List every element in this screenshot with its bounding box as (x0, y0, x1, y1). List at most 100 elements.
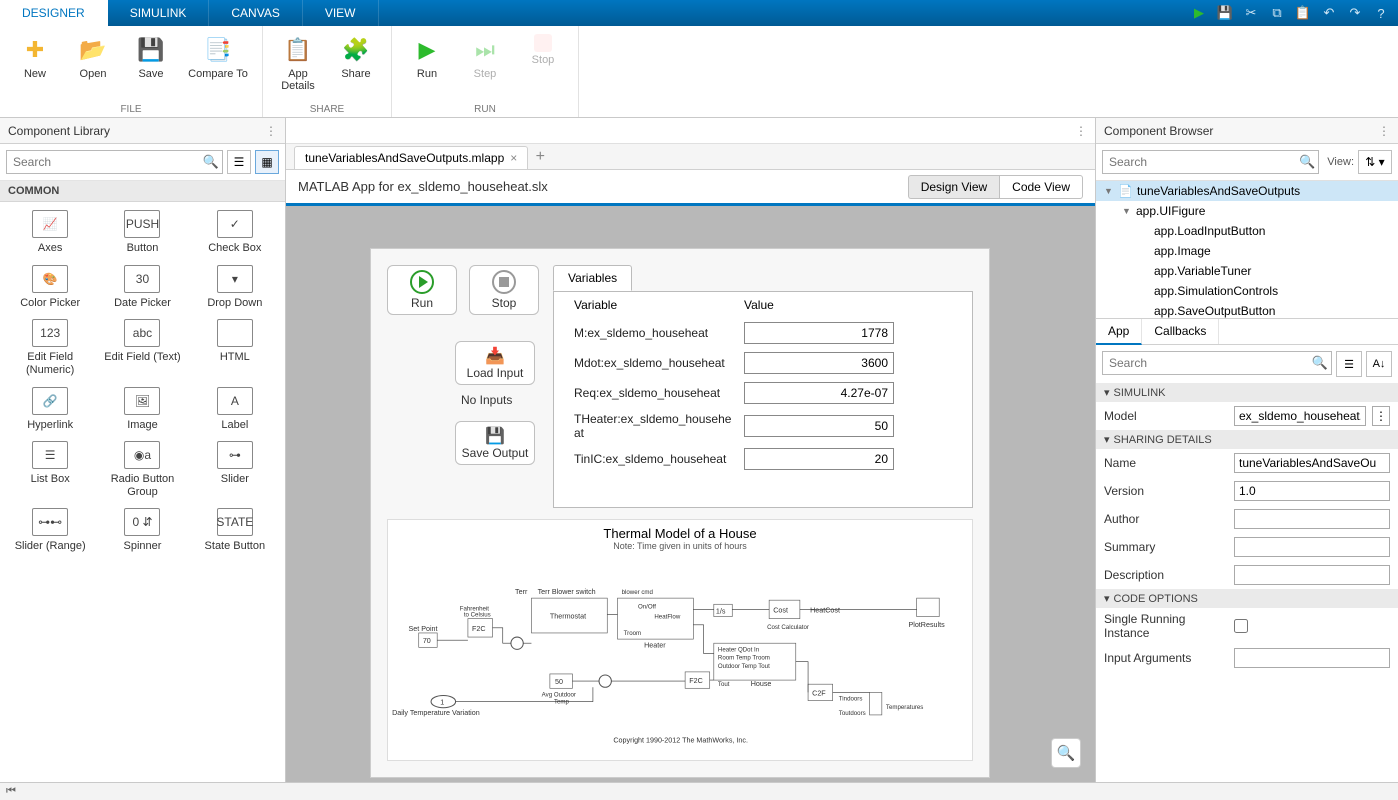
component-edit-field-numeric-[interactable]: 123Edit Field (Numeric) (4, 319, 96, 376)
open-button[interactable]: 📂Open (66, 32, 120, 82)
grid-view-toggle[interactable]: ▦ (255, 150, 279, 174)
description-field[interactable] (1234, 565, 1390, 585)
component-search[interactable]: 🔍 (6, 150, 223, 174)
app-details-button[interactable]: 📋App Details (271, 32, 325, 94)
author-field[interactable] (1234, 509, 1390, 529)
tree-item[interactable]: app.LoadInputButton (1096, 221, 1398, 241)
panel-menu-icon[interactable]: ⋮ (265, 124, 277, 138)
component-slider-range-[interactable]: ⊶⊷Slider (Range) (4, 508, 96, 553)
callbacks-tab[interactable]: Callbacks (1142, 319, 1219, 344)
app-run-button[interactable]: Run (387, 265, 457, 315)
component-radio-button-group[interactable]: ◉aRadio Button Group (96, 441, 188, 498)
browser-search[interactable]: 🔍 (1102, 150, 1319, 174)
copy-icon[interactable]: ⧉ (1268, 4, 1286, 22)
compare-button[interactable]: 📑Compare To (182, 32, 254, 82)
component-drop-down[interactable]: ▾Drop Down (189, 265, 281, 310)
view-label: View: (1327, 156, 1354, 168)
component-date-picker[interactable]: 30Date Picker (96, 265, 188, 310)
tree-item[interactable]: ▼app.UIFigure (1096, 201, 1398, 221)
svg-text:HeatCost: HeatCost (810, 606, 840, 614)
share-button[interactable]: 🧩Share (329, 32, 383, 82)
list-view-toggle[interactable]: ☰ (227, 150, 251, 174)
save-icon[interactable]: 💾 (1216, 4, 1234, 22)
component-slider[interactable]: ⊶Slider (189, 441, 281, 498)
new-button[interactable]: ✚New (8, 32, 62, 82)
scroll-left-icon[interactable]: ⏮ (6, 785, 16, 798)
tree-item[interactable]: app.SimulationControls (1096, 281, 1398, 301)
tab-designer[interactable]: DESIGNER (0, 0, 108, 26)
tab-simulink[interactable]: SIMULINK (108, 0, 210, 26)
variables-tab[interactable]: Variables (553, 265, 632, 291)
sort-button[interactable]: A↓ (1366, 351, 1392, 377)
undo-icon[interactable]: ↶ (1320, 4, 1338, 22)
tab-view[interactable]: VIEW (303, 0, 379, 26)
run-icon[interactable]: ▶ (1190, 4, 1208, 22)
browser-panel-menu-icon[interactable]: ⋮ (1378, 124, 1390, 138)
tree-item[interactable]: ▼📄tuneVariablesAndSaveOutputs (1096, 181, 1398, 201)
model-field[interactable] (1234, 406, 1366, 426)
chevron-down-icon[interactable]: ▾ (1104, 433, 1110, 446)
component-axes[interactable]: 📈Axes (4, 210, 96, 255)
single-instance-checkbox[interactable] (1234, 619, 1248, 633)
model-menu-icon[interactable]: ⋮ (1372, 406, 1390, 426)
component-hyperlink[interactable]: 🔗Hyperlink (4, 387, 96, 432)
variable-value-input[interactable] (744, 382, 894, 404)
paste-icon[interactable]: 📋 (1294, 4, 1312, 22)
chevron-down-icon[interactable]: ▾ (1104, 386, 1110, 399)
svg-text:Thermostat: Thermostat (550, 613, 586, 621)
component-state-button[interactable]: STATEState Button (189, 508, 281, 553)
app-stop-button[interactable]: Stop (469, 265, 539, 315)
svg-text:50: 50 (555, 678, 563, 686)
close-tab-icon[interactable]: × (510, 151, 517, 165)
component-color-picker[interactable]: 🎨Color Picker (4, 265, 96, 310)
variable-value-input[interactable] (744, 322, 894, 344)
cut-icon[interactable]: ✂ (1242, 4, 1260, 22)
app-window[interactable]: Run Stop 📥Load Input No Inputs 💾Save Out… (370, 248, 990, 778)
input-args-field[interactable] (1234, 648, 1390, 668)
version-field[interactable] (1234, 481, 1390, 501)
zoom-button[interactable]: 🔍 (1051, 738, 1081, 768)
property-search[interactable]: 🔍 (1102, 351, 1332, 375)
name-field[interactable] (1234, 453, 1390, 473)
tree-twisty-icon[interactable]: ▼ (1122, 206, 1132, 216)
new-tab-button[interactable]: + (528, 144, 552, 169)
document-tab[interactable]: tuneVariablesAndSaveOutputs.mlapp × (294, 146, 528, 169)
component-list-box[interactable]: ☰List Box (4, 441, 96, 498)
variable-name: THeater:ex_sldemo_househeat (574, 412, 744, 440)
tree-item[interactable]: app.Image (1096, 241, 1398, 261)
category-view-button[interactable]: ☰ (1336, 351, 1362, 377)
component-icon: 🖼 (124, 387, 160, 415)
center-panel-menu-icon[interactable]: ⋮ (1075, 124, 1087, 138)
summary-field[interactable] (1234, 537, 1390, 557)
variable-value-input[interactable] (744, 352, 894, 374)
app-tab[interactable]: App (1096, 319, 1142, 345)
component-html[interactable]: HTML (189, 319, 281, 376)
redo-icon[interactable]: ↷ (1346, 4, 1364, 22)
component-label[interactable]: ALabel (189, 387, 281, 432)
canvas-area[interactable]: Run Stop 📥Load Input No Inputs 💾Save Out… (286, 206, 1095, 782)
browser-search-input[interactable] (1103, 155, 1296, 169)
property-search-input[interactable] (1103, 356, 1309, 370)
help-icon[interactable]: ? (1372, 4, 1390, 22)
save-button[interactable]: 💾Save (124, 32, 178, 82)
save-output-button[interactable]: 💾Save Output (455, 421, 535, 465)
run-button[interactable]: ▶Run (400, 32, 454, 82)
component-search-input[interactable] (7, 155, 200, 169)
code-view-button[interactable]: Code View (999, 175, 1083, 199)
component-button[interactable]: PUSHButton (96, 210, 188, 255)
tree-item[interactable]: app.VariableTuner (1096, 261, 1398, 281)
variable-value-input[interactable] (744, 415, 894, 437)
tree-item[interactable]: app.SaveOutputButton (1096, 301, 1398, 318)
variables-panel: VariableValue M:ex_sldemo_househeatMdot:… (553, 292, 973, 508)
design-view-button[interactable]: Design View (908, 175, 999, 199)
component-edit-field-text-[interactable]: abcEdit Field (Text) (96, 319, 188, 376)
component-image[interactable]: 🖼Image (96, 387, 188, 432)
load-input-button[interactable]: 📥Load Input (455, 341, 535, 385)
tree-twisty-icon[interactable]: ▼ (1104, 186, 1114, 196)
tab-canvas[interactable]: CANVAS (209, 0, 302, 26)
variable-value-input[interactable] (744, 448, 894, 470)
chevron-down-icon[interactable]: ▾ (1104, 592, 1110, 605)
component-check-box[interactable]: ✓Check Box (189, 210, 281, 255)
component-spinner[interactable]: 0 ⇵Spinner (96, 508, 188, 553)
browser-view-toggle[interactable]: ⇅ ▾ (1358, 150, 1392, 174)
